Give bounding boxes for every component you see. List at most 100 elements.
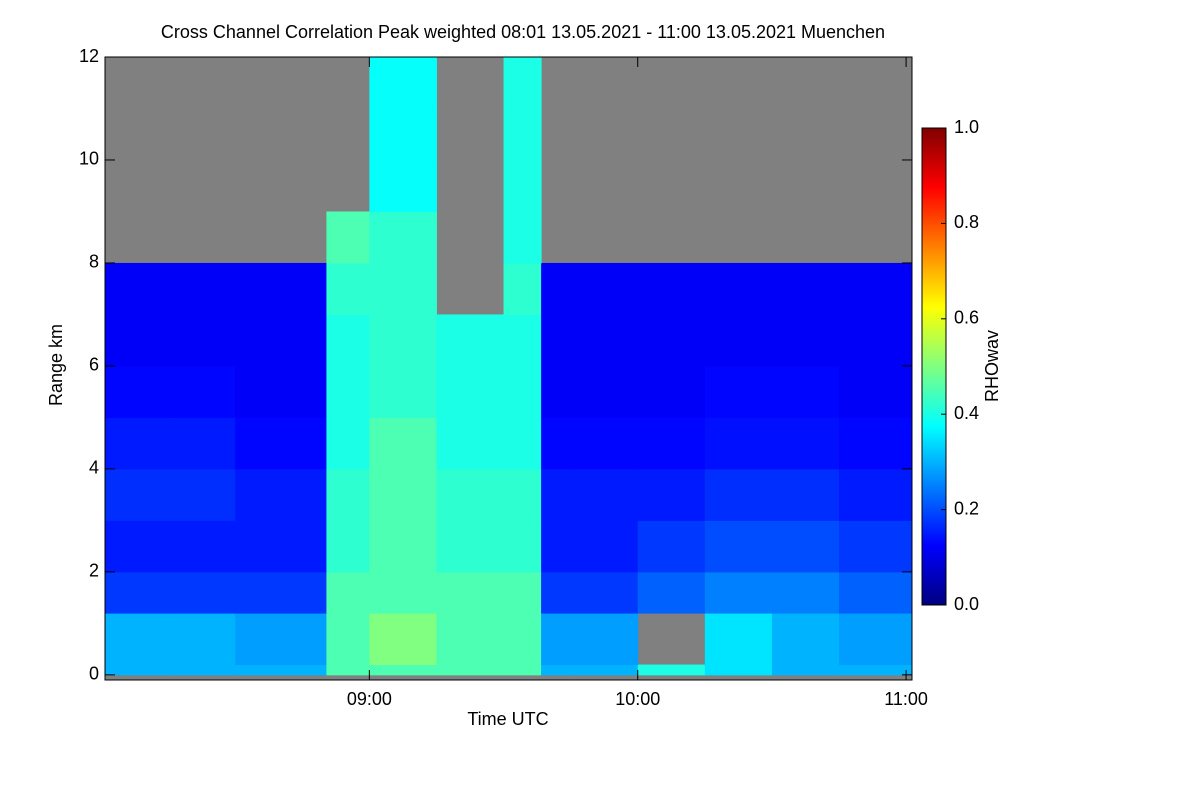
colorbar-tick-label: 0.6	[954, 308, 979, 328]
heatmap-cell	[436, 314, 505, 367]
heatmap-cell	[235, 365, 327, 418]
heatmap-cell	[541, 365, 572, 418]
heatmap-cell	[235, 468, 327, 521]
heatmap-cell	[570, 468, 639, 521]
heatmap-cell	[326, 664, 370, 676]
x-tick-label: 10:00	[615, 689, 660, 709]
heatmap-cell	[503, 571, 542, 614]
heatmap-cell	[704, 262, 773, 315]
heatmap-cell	[771, 613, 840, 666]
y-tick-label: 0	[89, 664, 99, 684]
heatmap-cell	[105, 613, 169, 666]
heatmap-cell	[168, 417, 236, 470]
heatmap-cell	[326, 417, 370, 470]
heatmap-cell	[704, 613, 773, 666]
heatmap-cell	[570, 571, 639, 614]
heatmap-cell	[570, 520, 639, 573]
heatmap-cell	[570, 365, 639, 418]
y-tick-label: 10	[79, 149, 99, 169]
heatmap-cell	[771, 664, 840, 676]
colorbar-tick-label: 0.0	[954, 594, 979, 614]
heatmap-cell	[839, 365, 913, 418]
heatmap-cell	[326, 211, 370, 264]
heatmap-cell	[326, 520, 370, 573]
heatmap-cell	[541, 314, 572, 367]
heatmap-cell	[704, 365, 773, 418]
heatmap-cell	[771, 468, 840, 521]
heatmap-cell	[503, 520, 542, 573]
heatmap-cell	[369, 314, 437, 367]
heatmap-cell	[503, 108, 542, 161]
heatmap-cell	[235, 262, 327, 315]
heatmap-cell	[168, 314, 236, 367]
heatmap-cell	[704, 314, 773, 367]
heatmap-cell	[503, 613, 542, 666]
heatmap-cell	[637, 365, 706, 418]
y-tick-label: 6	[89, 355, 99, 375]
heatmap-cell	[168, 664, 236, 676]
heatmap-cell	[105, 314, 169, 367]
heatmap-cell	[637, 520, 706, 573]
heatmap-cell	[369, 520, 437, 573]
colorbar-label: RHOwav	[982, 330, 1002, 402]
heatmap-cell	[326, 571, 370, 614]
heatmap-cell	[503, 664, 542, 676]
heatmap-cell	[503, 262, 542, 315]
heatmap-cell	[541, 571, 572, 614]
heatmap-cell	[369, 417, 437, 470]
heatmap-cell	[369, 468, 437, 521]
heatmap-cell	[235, 520, 327, 573]
heatmap-cell	[369, 108, 437, 161]
heatmap-cell	[235, 613, 327, 666]
heatmap-cell	[326, 314, 370, 367]
heatmap-cell	[541, 664, 572, 676]
chart-title: Cross Channel Correlation Peak weighted …	[161, 22, 885, 42]
heatmap-cell	[326, 262, 370, 315]
heatmap-cell	[436, 520, 505, 573]
heatmap-cell	[436, 613, 505, 666]
heatmap-cell	[369, 664, 437, 676]
colorbar-tick-label: 0.8	[954, 212, 979, 232]
heatmap-cell	[168, 571, 236, 614]
heatmap-cell	[704, 664, 773, 676]
heatmap-cell	[704, 417, 773, 470]
heatmap-cell	[235, 314, 327, 367]
x-axis-label: Time UTC	[467, 709, 548, 729]
colorbar	[921, 127, 947, 606]
heatmap-cell	[503, 365, 542, 418]
heatmap-cell	[436, 664, 505, 676]
heatmap-cell	[105, 468, 169, 521]
heatmap-cell	[168, 468, 236, 521]
heatmap-cell	[105, 571, 169, 614]
heatmap-cell	[570, 664, 639, 676]
heatmap-cell	[541, 417, 572, 470]
heatmap-cell	[503, 468, 542, 521]
colorbar-tick-label: 1.0	[954, 117, 979, 137]
plot-frame	[104, 56, 913, 681]
heatmap-cell	[771, 365, 840, 418]
heatmap-cell	[105, 262, 169, 315]
heatmap-cell	[436, 417, 505, 470]
heatmap-cell	[839, 571, 913, 614]
heatmap-cell	[541, 468, 572, 521]
y-tick-label: 4	[89, 458, 99, 478]
heatmap-cell	[436, 365, 505, 418]
heatmap-cell	[771, 520, 840, 573]
heatmap-cell	[503, 57, 542, 109]
heatmap-cell	[637, 417, 706, 470]
heatmap-cell	[105, 520, 169, 573]
heatmap-cell	[369, 262, 437, 315]
heatmap-cell	[704, 468, 773, 521]
heatmap-cell	[168, 365, 236, 418]
heatmap-cell	[839, 417, 913, 470]
heatmap-cell	[839, 468, 913, 521]
heatmap-cell	[503, 417, 542, 470]
heatmap-cell	[235, 664, 327, 676]
heatmap-cell	[839, 520, 913, 573]
heatmap-cell	[541, 520, 572, 573]
y-tick-label: 2	[89, 561, 99, 581]
heatmap-cell	[704, 520, 773, 573]
heatmap-cell	[369, 211, 437, 264]
heatmap-cell	[771, 262, 840, 315]
